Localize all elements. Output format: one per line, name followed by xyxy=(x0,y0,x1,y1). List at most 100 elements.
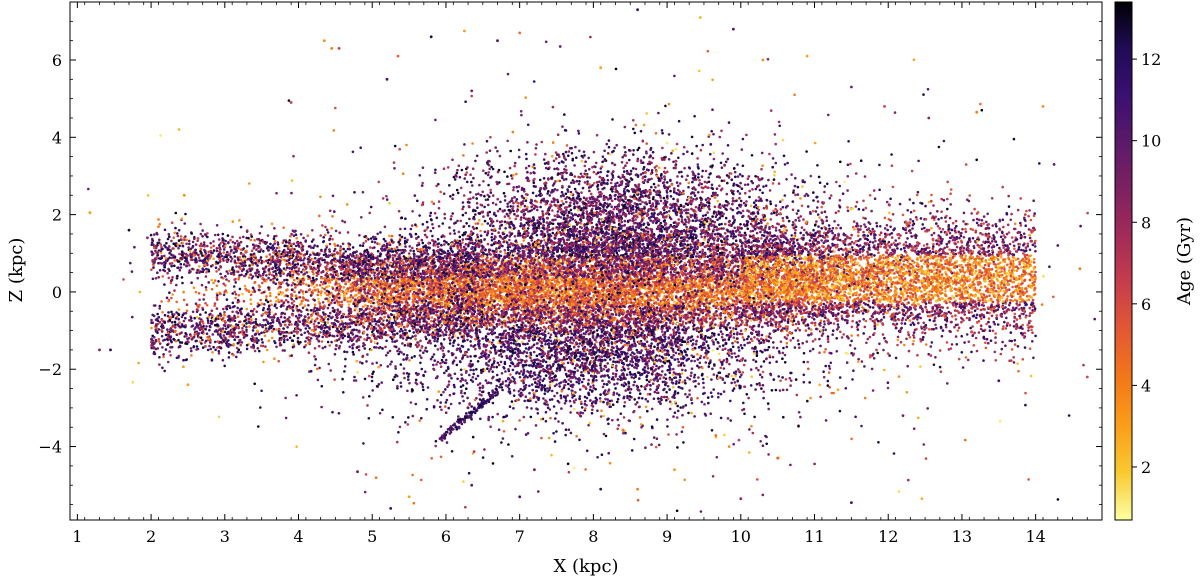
scatter-point xyxy=(234,293,238,296)
scatter-point xyxy=(138,290,142,294)
scatter-point xyxy=(899,248,903,251)
scatter-point xyxy=(601,385,605,389)
scatter-point xyxy=(640,345,643,349)
scatter-point xyxy=(712,304,715,308)
scatter-point xyxy=(305,283,308,286)
scatter-point xyxy=(430,316,434,319)
scatter-point xyxy=(618,338,622,342)
scatter-point xyxy=(476,235,480,239)
scatter-point xyxy=(791,208,795,212)
scatter-point xyxy=(508,231,512,234)
scatter-point xyxy=(535,263,538,267)
scatter-point xyxy=(431,234,434,238)
scatter-point xyxy=(700,348,704,352)
scatter-point xyxy=(350,289,353,293)
scatter-point xyxy=(807,250,810,253)
scatter-point xyxy=(441,331,444,334)
scatter-point xyxy=(377,324,380,327)
scatter-point xyxy=(941,284,944,288)
scatter-point xyxy=(769,320,772,323)
scatter-point xyxy=(366,304,370,308)
scatter-point xyxy=(663,211,666,215)
scatter-point xyxy=(737,346,740,349)
scatter-point xyxy=(443,254,447,258)
scatter-point xyxy=(677,348,680,352)
scatter-point xyxy=(696,353,699,356)
scatter-point xyxy=(551,231,555,235)
scatter-point xyxy=(293,278,296,282)
scatter-point xyxy=(732,295,736,298)
scatter-point xyxy=(175,300,178,304)
scatter-point xyxy=(269,299,272,303)
scatter-point xyxy=(871,241,875,244)
scatter-point xyxy=(728,326,732,330)
scatter-point xyxy=(838,238,842,242)
scatter-point xyxy=(373,296,377,299)
scatter-point xyxy=(373,291,377,295)
scatter-point xyxy=(295,236,299,240)
scatter-point xyxy=(700,235,703,239)
scatter-point xyxy=(319,293,323,297)
scatter-point xyxy=(882,256,886,260)
scatter-point xyxy=(743,343,746,347)
scatter-point xyxy=(427,264,431,268)
scatter-point xyxy=(1048,265,1051,269)
scatter-point xyxy=(535,346,539,350)
scatter-points xyxy=(87,8,1096,513)
scatter-point xyxy=(348,296,352,299)
scatter-point xyxy=(476,233,479,237)
scatter-point xyxy=(639,309,643,313)
scatter-point xyxy=(544,343,547,346)
scatter-point xyxy=(600,246,603,249)
scatter-point xyxy=(734,327,738,331)
scatter-point xyxy=(604,397,607,401)
scatter-point xyxy=(548,250,552,254)
scatter-point xyxy=(714,323,717,326)
scatter-point xyxy=(822,254,826,258)
scatter-point xyxy=(442,338,446,341)
scatter-point xyxy=(624,334,627,338)
scatter-point xyxy=(580,318,584,322)
scatter-point xyxy=(875,317,878,321)
scatter-point xyxy=(483,205,486,209)
scatter-point xyxy=(574,219,577,222)
scatter-point xyxy=(716,289,719,292)
scatter-point xyxy=(581,305,585,308)
scatter-point xyxy=(895,270,898,273)
scatter-point xyxy=(354,307,357,311)
scatter-point xyxy=(640,228,643,231)
scatter-point xyxy=(560,199,564,203)
scatter-point xyxy=(530,239,533,242)
scatter-point xyxy=(946,197,949,201)
scatter-point xyxy=(436,237,440,241)
scatter-point xyxy=(539,326,542,330)
scatter-point xyxy=(156,271,159,275)
scatter-point xyxy=(695,255,698,258)
scatter-point xyxy=(360,216,363,219)
scatter-point xyxy=(795,312,799,316)
scatter-point xyxy=(743,323,747,327)
scatter-point xyxy=(719,330,723,333)
scatter-point xyxy=(368,307,371,311)
scatter-point xyxy=(243,284,247,288)
scatter-point xyxy=(474,222,478,225)
scatter-point xyxy=(236,301,239,304)
scatter-point xyxy=(249,298,252,301)
scatter-point xyxy=(426,252,430,256)
scatter-point xyxy=(237,261,240,265)
scatter-point xyxy=(497,280,500,284)
scatter-point xyxy=(704,354,708,357)
scatter-point xyxy=(614,366,618,370)
scatter-point xyxy=(451,344,455,348)
scatter-point xyxy=(250,345,253,349)
scatter-point xyxy=(742,269,746,272)
scatter-point xyxy=(721,332,724,336)
scatter-point xyxy=(627,367,630,371)
scatter-point xyxy=(656,397,660,400)
scatter-point xyxy=(484,286,488,289)
scatter-point xyxy=(577,277,581,280)
scatter-point xyxy=(404,279,408,283)
scatter-point xyxy=(474,213,477,216)
scatter-point xyxy=(724,316,727,319)
